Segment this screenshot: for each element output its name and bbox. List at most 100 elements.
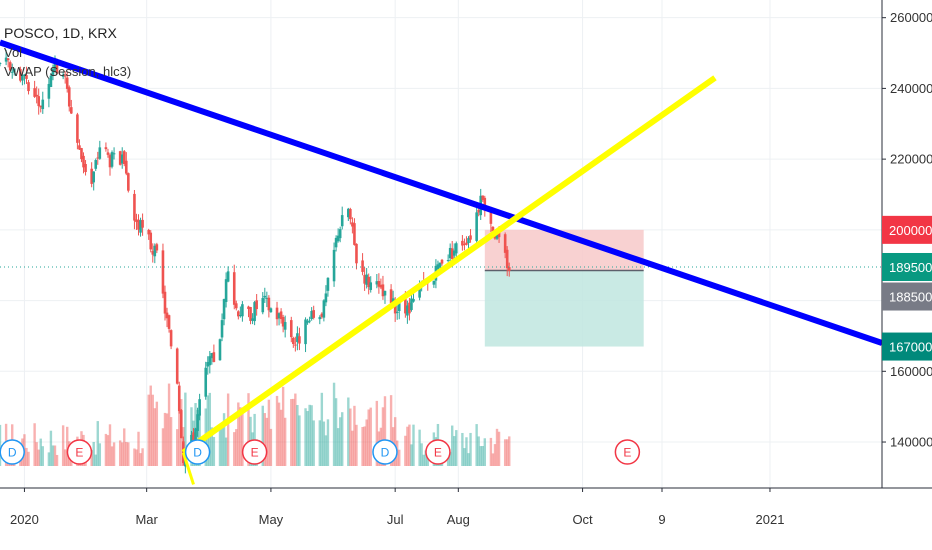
- price-tag[interactable]: 189500: [882, 252, 932, 281]
- x-tick-label: Jul: [387, 512, 404, 527]
- volume-bar: [281, 386, 285, 466]
- candle-body: [353, 223, 356, 245]
- candle-body: [461, 240, 464, 246]
- volume-bar: [503, 439, 507, 466]
- volume-bar: [49, 430, 53, 466]
- candle-body: [104, 147, 108, 150]
- price-tag-bg: [882, 282, 932, 311]
- volume-bar: [167, 383, 171, 466]
- volume-bar: [453, 436, 456, 466]
- volume-bar: [279, 409, 283, 466]
- candle-body: [82, 155, 85, 168]
- candle-body: [377, 281, 381, 287]
- volume-bar: [475, 424, 478, 466]
- volume-bar: [161, 428, 165, 466]
- candle-body: [122, 151, 126, 165]
- candle-body: [279, 311, 283, 320]
- candle-body: [133, 193, 136, 221]
- candle-body: [367, 276, 370, 288]
- candle-body: [497, 232, 501, 238]
- volume-bar: [55, 454, 59, 466]
- dividend-marker[interactable]: D: [0, 439, 25, 465]
- volume-bar: [326, 419, 330, 466]
- volume-bar: [106, 435, 110, 466]
- x-tick-label: Aug: [447, 512, 470, 527]
- earnings-marker[interactable]: E: [425, 439, 451, 465]
- candle-body: [292, 337, 295, 344]
- volume-bar: [347, 397, 350, 466]
- candle-body: [67, 87, 71, 107]
- volume-bar: [320, 392, 324, 466]
- candle-body: [147, 229, 150, 235]
- volume-bar: [383, 396, 387, 466]
- volume-bar: [226, 393, 230, 466]
- volume-bar: [292, 398, 295, 466]
- candle-body: [212, 352, 216, 362]
- volume-bar: [298, 415, 301, 466]
- price-tag[interactable]: 188500: [882, 282, 932, 311]
- volume-bar: [265, 417, 269, 466]
- volume-bar: [51, 445, 55, 466]
- price-tag[interactable]: 167000: [882, 332, 932, 361]
- volume-bar: [393, 417, 397, 466]
- indicator-vwap-label[interactable]: VWAP (Session, hlc3): [4, 64, 132, 79]
- volume-bar: [61, 425, 65, 466]
- candle-body: [247, 306, 250, 309]
- candle-body: [483, 197, 487, 209]
- marker-circle: [184, 439, 211, 465]
- candle-body: [454, 243, 458, 254]
- candle-body: [192, 432, 195, 446]
- candle-body: [404, 298, 407, 314]
- candle-body: [381, 284, 385, 297]
- volume-bar: [121, 442, 124, 466]
- volume-bar: [247, 393, 250, 466]
- candle-body: [69, 107, 73, 114]
- price-tag[interactable]: 200000: [882, 215, 932, 244]
- candle-body: [108, 155, 112, 168]
- candle-body: [234, 303, 238, 309]
- earnings-marker[interactable]: E: [66, 439, 93, 465]
- candle-body: [452, 250, 456, 256]
- candle-body: [177, 385, 181, 412]
- x-tick-label: 2021: [756, 512, 785, 527]
- earnings-marker[interactable]: E: [614, 439, 641, 465]
- dividend-marker[interactable]: D: [372, 439, 398, 465]
- candle-body: [194, 428, 197, 450]
- volume-bar: [125, 441, 128, 466]
- candle-body: [351, 222, 354, 227]
- candle-body: [481, 195, 485, 200]
- candle-body: [475, 212, 478, 241]
- volume-bar: [112, 442, 116, 466]
- volume-bar: [408, 424, 411, 466]
- price-tag-bg: [882, 252, 932, 281]
- time-axis: 2020 Mar May Jul Aug Oct 9 2021: [0, 487, 932, 550]
- earnings-marker[interactable]: E: [241, 439, 268, 465]
- candle-body: [450, 248, 454, 259]
- y-tick-label: 140000: [890, 435, 932, 450]
- volume-bar: [39, 438, 42, 466]
- volume-bar: [406, 426, 409, 466]
- candle-body: [137, 219, 140, 230]
- candle-body: [149, 232, 153, 250]
- candle-body: [361, 260, 364, 272]
- candle-body: [326, 277, 330, 291]
- volume-bar: [275, 395, 279, 466]
- volume-bar: [196, 409, 199, 466]
- volume-bar: [33, 423, 36, 466]
- candle-body: [92, 171, 95, 183]
- candle-body: [393, 301, 397, 314]
- volume-bar: [98, 443, 102, 466]
- volume-bar: [463, 448, 466, 466]
- symbol-title[interactable]: POSCO, 1D, KRX: [4, 25, 117, 41]
- dividend-marker[interactable]: D: [184, 439, 211, 465]
- volume-bar: [239, 407, 242, 466]
- indicator-vol-label[interactable]: Vol: [4, 45, 23, 60]
- volume-bar: [127, 442, 130, 466]
- volume-bar: [263, 413, 267, 466]
- marker-circle: [614, 439, 641, 465]
- candle-body: [261, 298, 265, 313]
- time-axis-bg: [0, 488, 932, 550]
- volume-bar: [63, 449, 67, 466]
- candle-body: [196, 414, 199, 431]
